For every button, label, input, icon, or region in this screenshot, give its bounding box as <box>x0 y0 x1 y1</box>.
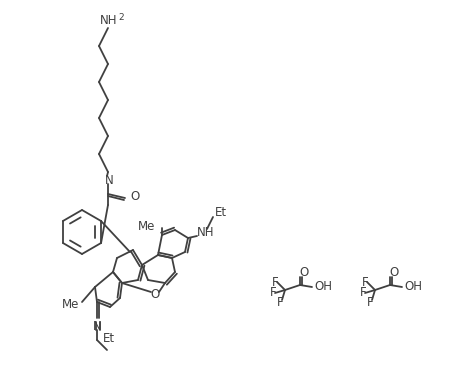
Text: Et: Et <box>215 207 227 219</box>
Text: F: F <box>360 287 366 299</box>
Text: Et: Et <box>103 331 115 345</box>
Text: Me: Me <box>61 298 79 312</box>
Text: N: N <box>105 174 113 186</box>
Text: NH: NH <box>197 225 214 239</box>
Text: O: O <box>130 190 139 203</box>
Text: O: O <box>389 266 399 280</box>
Text: F: F <box>367 295 373 309</box>
Text: F: F <box>277 295 283 309</box>
Text: F: F <box>362 276 368 288</box>
Text: OH: OH <box>404 280 422 294</box>
Text: O: O <box>150 288 160 302</box>
Text: N: N <box>93 320 101 333</box>
Text: 2: 2 <box>118 14 124 22</box>
Text: OH: OH <box>314 280 332 294</box>
Text: O: O <box>299 266 308 280</box>
Text: Me: Me <box>137 221 155 233</box>
Text: F: F <box>270 287 276 299</box>
Text: F: F <box>272 276 278 288</box>
Text: NH: NH <box>100 14 117 26</box>
